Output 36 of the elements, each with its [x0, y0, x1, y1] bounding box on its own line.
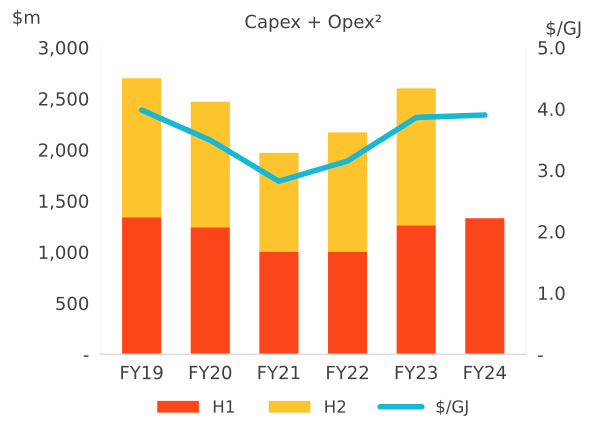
- y2-tick-label: 5.0: [538, 40, 565, 55]
- bar: [122, 217, 162, 354]
- y-tick-label: 2,000: [38, 143, 88, 159]
- bar: [328, 252, 368, 354]
- y-tick-label: 2,500: [38, 92, 88, 108]
- y-tick-label: 3,000: [39, 40, 88, 56]
- y-tick-label: 500: [56, 296, 88, 310]
- bar: [465, 218, 504, 354]
- x-tick-label: FY24: [464, 366, 506, 380]
- bar: [328, 132, 368, 252]
- bar: [259, 152, 298, 252]
- y2-tick-label: 3.0: [538, 164, 565, 178]
- bar: [259, 252, 298, 354]
- y2-axis-title: $/GJ: [546, 20, 580, 38]
- x-tick-label: FY23: [396, 366, 437, 380]
- legend-label: H2: [325, 400, 346, 413]
- bar: [122, 78, 162, 218]
- y2-tick-label: -: [538, 355, 543, 357]
- y2-tick-label: 1.0: [539, 286, 565, 300]
- legend-label: $/GJ: [436, 400, 468, 416]
- x-tick-label: FY19: [121, 366, 163, 380]
- x-tick-label: FY22: [327, 366, 368, 380]
- x-tick-label: FY21: [258, 366, 300, 380]
- y-tick-label: -: [84, 355, 88, 357]
- bar: [190, 102, 230, 228]
- y-tick-label: 1,000: [40, 245, 88, 261]
- bar: [396, 225, 436, 354]
- x-tick-label: FY20: [190, 366, 232, 380]
- y-axis-title: $m: [13, 10, 40, 26]
- bar: [396, 88, 436, 226]
- bar: [190, 227, 230, 354]
- chart-title: Capex + Opex²: [245, 14, 381, 32]
- legend-label: H1: [214, 400, 234, 413]
- y2-tick-label: 2.0: [538, 225, 565, 239]
- y2-tick-label: 4.0: [538, 102, 565, 116]
- y-tick-label: 1,500: [40, 194, 88, 210]
